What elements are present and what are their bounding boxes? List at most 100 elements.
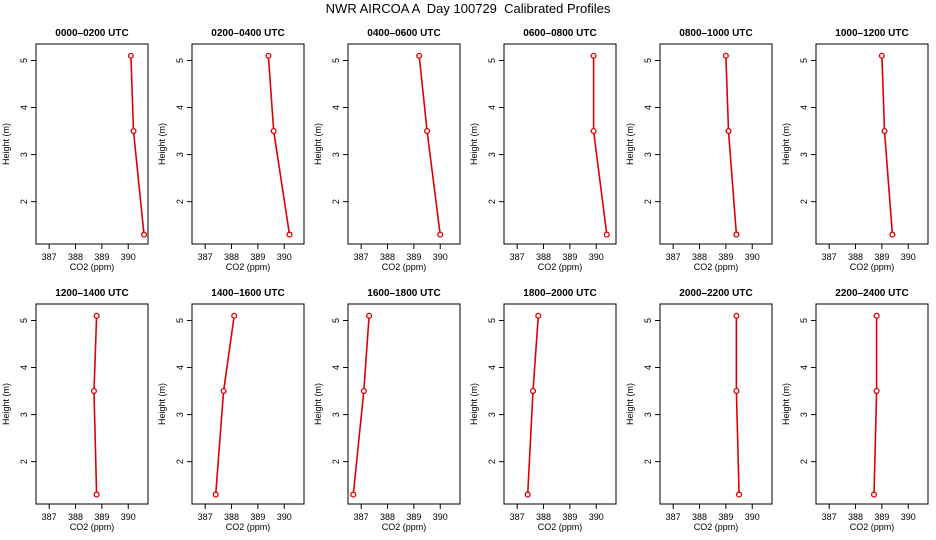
y-tick-label: 3 [331,152,341,157]
y-tick-label: 2 [175,199,185,204]
y-axis-label: Height (m) [469,123,479,165]
series-line [881,55,894,235]
x-tick-label: 390 [433,252,448,262]
x-tick-label: 389 [250,252,265,262]
data-point [140,231,148,238]
x-tick-label: 388 [68,512,83,522]
y-tick-label: 3 [175,152,185,157]
y-tick-label: 2 [19,199,29,204]
x-tick-label: 388 [536,512,551,522]
x-tick-label: 390 [589,512,604,522]
y-tick-label: 3 [487,412,497,417]
panel-title: 1200–1400 UTC [55,288,128,299]
series-line [725,55,738,235]
y-tick-label: 4 [643,105,653,110]
x-axis-label: CO2 (ppm) [226,522,271,532]
panel-title: 0800–1000 UTC [679,28,752,39]
y-tick-label: 3 [799,412,809,417]
series-line [735,315,740,495]
chart-panel-5: 0800–1000 UTC 387 388 389 390 2 3 4 5 CO2 (ppm) He… [625,28,773,272]
y-tick-label: 4 [643,365,653,370]
panel-title: 1600–1800 UTC [367,288,440,299]
x-tick-label: 389 [406,512,421,522]
x-tick-label: 388 [68,252,83,262]
plot-frame [347,303,461,505]
data-point [524,491,531,498]
x-tick-label: 388 [224,512,239,522]
y-tick-label: 2 [331,199,341,204]
y-tick-label: 3 [643,412,653,417]
plot-frame [347,43,461,245]
x-tick-label: 387 [666,512,681,522]
plot-frame [503,303,617,505]
x-tick-label: 390 [121,512,136,522]
data-point [231,312,238,319]
chart-panel-11: 2000–2200 UTC 387 388 389 390 2 3 4 5 CO2 (ppm) He… [625,288,773,532]
data-point [220,388,227,395]
x-tick-label: 387 [42,252,57,262]
x-tick-label: 389 [406,252,421,262]
series-line [418,55,441,235]
x-tick-label: 388 [692,512,707,522]
y-axis-label: Height (m) [313,383,323,425]
y-axis-label: Height (m) [625,123,635,165]
data-point [590,128,597,135]
plot-frame [659,303,773,505]
plot-frame [503,43,617,245]
chart-panel-6: 1000–1200 UTC 387 388 389 390 2 3 4 5 CO2 (ppm) He… [781,28,929,272]
data-point [130,128,137,135]
x-axis-label: CO2 (ppm) [226,262,271,272]
x-tick-label: 387 [198,252,213,262]
data-point [725,128,732,135]
x-axis-label: CO2 (ppm) [538,522,583,532]
y-tick-label: 5 [799,318,809,323]
y-tick-label: 5 [643,318,653,323]
x-tick-label: 390 [745,252,760,262]
y-tick-label: 5 [487,58,497,63]
data-point [733,231,740,238]
plot-frame [815,43,929,245]
y-tick-label: 3 [19,152,29,157]
panel-title: 1400–1600 UTC [211,288,284,299]
x-tick-label: 390 [589,252,604,262]
x-tick-label: 387 [510,252,525,262]
x-tick-label: 390 [901,512,916,522]
data-point [93,312,100,319]
data-point [360,388,367,395]
x-tick-label: 390 [277,512,292,522]
data-point [722,52,729,59]
series-line [592,55,608,235]
y-tick-label: 4 [331,105,341,110]
x-tick-label: 387 [822,252,837,262]
panel-title: 0000–0200 UTC [55,28,128,39]
data-point [733,312,740,319]
x-tick-label: 389 [94,512,109,522]
x-axis-label: CO2 (ppm) [850,262,895,272]
x-tick-label: 389 [562,252,577,262]
y-axis-label: Height (m) [625,383,635,425]
x-tick-label: 387 [510,512,525,522]
x-tick-label: 387 [354,252,369,262]
x-axis-label: CO2 (ppm) [850,522,895,532]
chart-panel-1: 0000–0200 UTC 387 388 389 390 2 3 4 5 CO2 (ppm) He… [1,28,149,272]
plot-frame [191,43,305,245]
x-tick-label: 387 [822,512,837,522]
y-tick-label: 4 [175,105,185,110]
x-tick-label: 388 [380,252,395,262]
x-tick-label: 389 [874,252,889,262]
y-tick-label: 4 [487,105,497,110]
x-tick-label: 389 [250,512,265,522]
y-tick-label: 3 [19,412,29,417]
y-tick-label: 5 [175,58,185,63]
data-point [873,388,880,395]
x-axis-label: CO2 (ppm) [382,522,427,532]
chart-panel-3: 0400–0600 UTC 387 388 389 390 2 3 4 5 CO2 (ppm) He… [313,28,461,272]
series-line [873,315,878,495]
data-point [889,231,896,238]
y-tick-label: 5 [643,58,653,63]
x-tick-label: 388 [848,512,863,522]
data-point [736,491,743,498]
y-axis-label: Height (m) [157,123,167,165]
y-axis-label: Height (m) [781,123,791,165]
